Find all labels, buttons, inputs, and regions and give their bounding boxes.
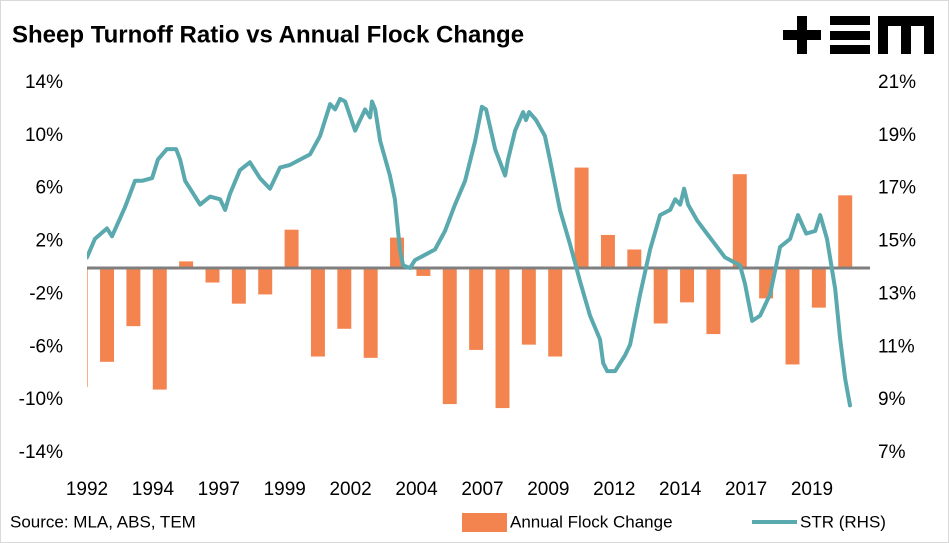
x-tick-label: 1997 <box>198 479 240 500</box>
bar <box>838 195 853 268</box>
bar <box>548 268 563 357</box>
legend-label: Annual Flock Change <box>510 512 673 531</box>
legend-label: STR (RHS) <box>800 512 886 531</box>
y2-tick-label: 13% <box>878 283 916 304</box>
logo <box>783 16 934 54</box>
legend-swatch <box>462 513 507 532</box>
bar <box>258 268 273 295</box>
bar <box>600 234 615 268</box>
logo-m <box>878 16 934 54</box>
x-tick-label: 1999 <box>264 479 306 500</box>
y-tick-label: -6% <box>29 336 63 357</box>
logo-plus-v <box>797 16 807 54</box>
x-tick-label: 2019 <box>791 479 833 500</box>
bar <box>100 268 115 362</box>
y-tick-label: 10% <box>25 125 63 146</box>
x-tick-label: 1992 <box>66 479 108 500</box>
logo-e-top <box>830 16 870 25</box>
y-tick-label: 2% <box>36 231 64 252</box>
bar <box>680 268 695 303</box>
x-tick-label: 2009 <box>527 479 569 500</box>
x-tick-label: 2014 <box>659 479 702 500</box>
y2-tick-label: 17% <box>878 178 916 199</box>
bar <box>284 229 299 268</box>
bar <box>521 268 536 345</box>
chart-title: Sheep Turnoff Ratio vs Annual Flock Chan… <box>12 21 524 48</box>
bar <box>495 268 510 409</box>
y-tick-label: -14% <box>19 442 63 463</box>
bar <box>706 268 721 335</box>
line <box>87 96 852 408</box>
y2-tick-label: 21% <box>878 72 916 93</box>
x-tick-label: 2007 <box>461 479 503 500</box>
y2-tick-label: 7% <box>878 442 906 463</box>
bar <box>627 249 642 268</box>
bar <box>811 268 826 308</box>
y2-tick-label: 11% <box>878 336 915 357</box>
bar <box>732 174 747 268</box>
bar <box>205 268 220 283</box>
x-tick-label: 2017 <box>725 479 767 500</box>
y-tick-label: -10% <box>19 389 63 410</box>
logo-e-mid <box>830 31 870 40</box>
bar <box>416 268 431 276</box>
logo-e-bot <box>830 45 870 54</box>
bar <box>469 268 484 350</box>
bar <box>337 268 352 329</box>
bar <box>574 167 589 268</box>
bar <box>231 268 246 304</box>
y2-tick-label: 9% <box>878 389 906 410</box>
plot-area <box>87 96 870 409</box>
bar <box>653 268 668 324</box>
bar <box>310 268 325 357</box>
bar <box>785 268 800 365</box>
bar <box>126 268 141 327</box>
y2-tick-label: 15% <box>878 231 916 252</box>
y-tick-label: -2% <box>29 283 63 304</box>
x-tick-label: 2002 <box>329 479 371 500</box>
x-tick-label: 2012 <box>593 479 635 500</box>
bar <box>363 268 378 358</box>
source-note: Source: MLA, ABS, TEM <box>10 512 196 531</box>
x-tick-label: 1994 <box>132 479 175 500</box>
bar <box>87 268 88 387</box>
y2-tick-label: 19% <box>878 125 916 146</box>
bar <box>442 268 457 405</box>
x-tick-label: 2004 <box>395 479 438 500</box>
y-tick-label: 6% <box>36 178 64 199</box>
bar <box>179 261 194 268</box>
y-tick-label: 14% <box>25 72 63 93</box>
bar <box>152 268 167 390</box>
